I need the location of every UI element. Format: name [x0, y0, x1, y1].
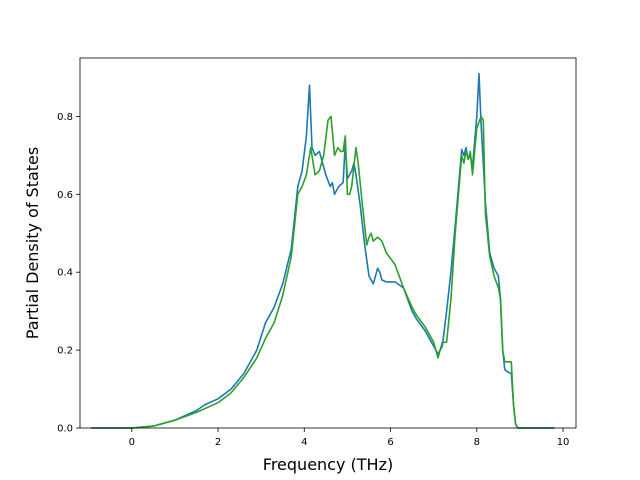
y-axis-label: Partial Density of States [23, 147, 42, 339]
plot-area [90, 72, 555, 429]
y-tick-label: 0.4 [57, 268, 73, 279]
x-axis-ticks: 0 2 4 6 8 10 [129, 428, 570, 448]
y-axis-ticks: 0.0 0.2 0.4 0.6 0.8 [57, 112, 80, 435]
axes-frame [79, 57, 577, 429]
y-tick-label: 0.0 [57, 424, 73, 435]
x-tick-label: 2 [215, 437, 221, 448]
x-axis-label: Frequency (THz) [263, 455, 393, 474]
x-tick-label: 0 [129, 437, 135, 448]
x-tick-label: 8 [474, 437, 480, 448]
y-tick-label: 0.2 [57, 346, 73, 357]
series-line-1 [90, 72, 555, 429]
x-tick-label: 6 [387, 437, 393, 448]
series-line-2 [90, 115, 555, 429]
x-tick-label: 10 [557, 437, 570, 448]
x-tick-label: 4 [301, 437, 307, 448]
y-tick-label: 0.8 [57, 112, 73, 123]
y-tick-label: 0.6 [57, 190, 73, 201]
